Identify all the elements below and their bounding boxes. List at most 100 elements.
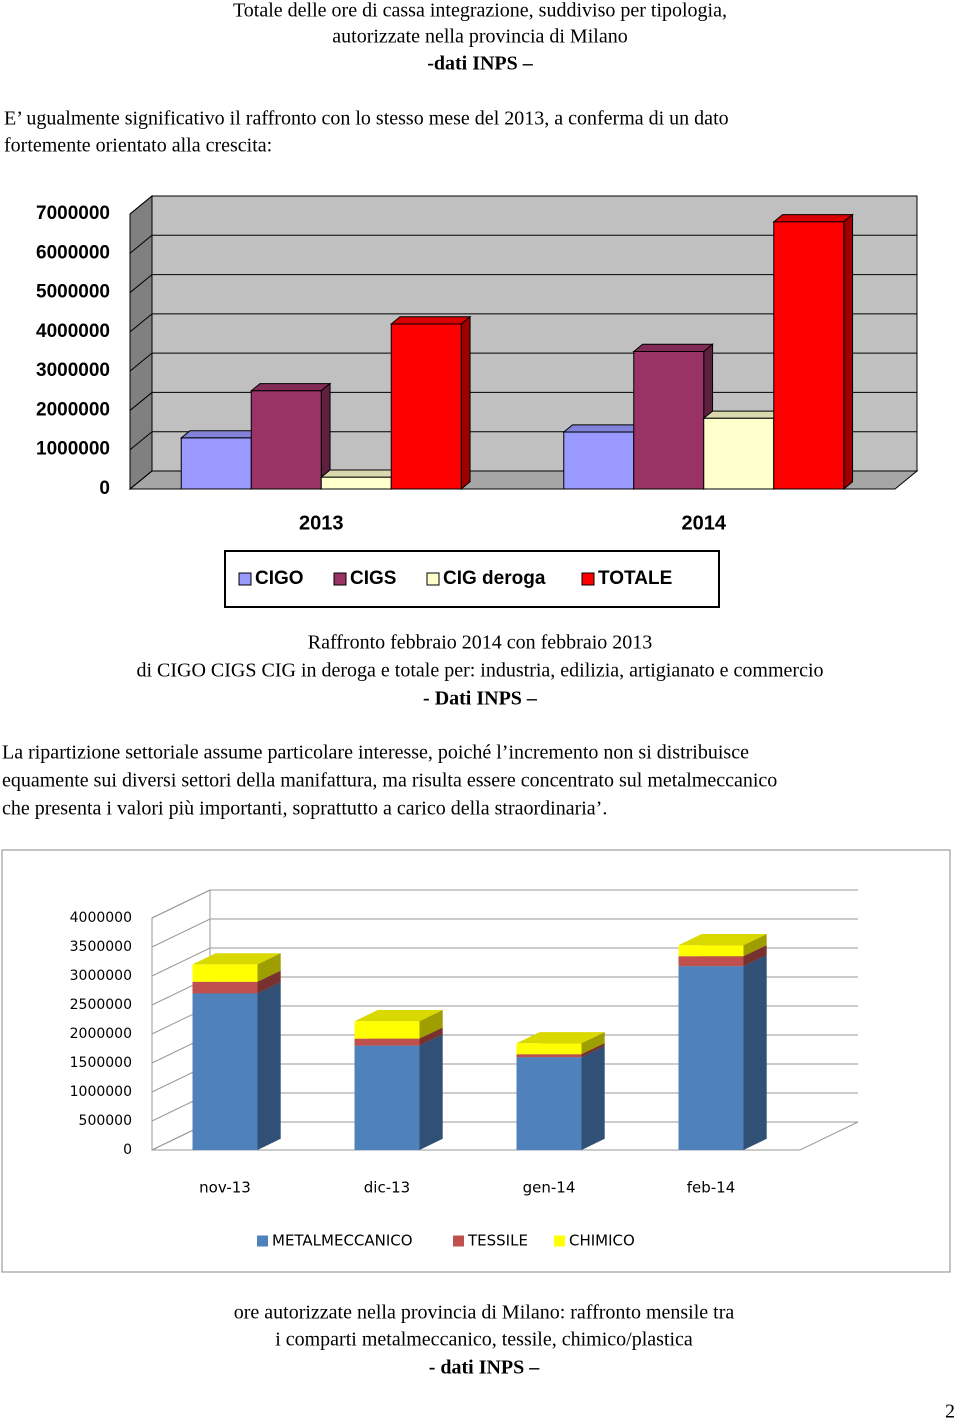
bar-segment-side	[581, 1043, 605, 1058]
bar-segment	[516, 1054, 582, 1058]
chart-frame	[1, 849, 951, 1273]
bar	[250, 390, 322, 490]
bar-top	[179, 430, 262, 439]
intro-line: E’ ugualmente significativo il raffronto…	[4, 108, 729, 130]
y-tick-label: 3000000	[36, 360, 110, 381]
bar-segment-side	[257, 982, 281, 1150]
y-tick-label: 0	[123, 1142, 132, 1158]
y-tick-label: 3500000	[70, 939, 132, 955]
bar-segment-top	[678, 934, 767, 946]
bar-segment-side	[257, 953, 281, 982]
bar	[703, 417, 775, 490]
x-tick-label: 2014	[682, 512, 727, 534]
bar-segment	[192, 993, 258, 1150]
legend-swatch	[238, 572, 252, 586]
bar-segment-side	[581, 1032, 605, 1055]
paragraph-line: La ripartizione settoriale assume partic…	[2, 742, 749, 764]
bar-segment-side	[419, 1010, 443, 1039]
bar-top	[389, 316, 472, 325]
paragraph-line: che presenta i valori più importanti, so…	[2, 798, 607, 820]
bar-top	[702, 410, 784, 419]
caption-line: i comparti metalmeccanico, tessile, chim…	[275, 1329, 693, 1351]
caption: ore autorizzate nella provincia di Milan…	[234, 1302, 735, 1379]
legend-label: METALMECCANICO	[272, 1232, 413, 1250]
legend-swatch	[581, 572, 595, 586]
bar-segment-side	[743, 945, 767, 967]
grid-line	[151, 918, 858, 948]
y-tick-label: 2500000	[70, 997, 132, 1013]
bar-segment-side	[257, 970, 281, 994]
bar-top	[772, 214, 854, 223]
grid-line	[129, 195, 917, 215]
bar-segment-top	[354, 1010, 443, 1022]
header-line: Totale delle ore di cassa integrazione, …	[233, 0, 727, 22]
intro: E’ ugualmente significativo il raffronto…	[4, 108, 729, 157]
paragraph: La ripartizione settoriale assume partic…	[2, 742, 777, 820]
legend-swatch	[453, 1235, 464, 1247]
grid-line	[129, 274, 917, 293]
grid-line	[151, 889, 858, 919]
intro-line: fortemente orientato alla crescita:	[4, 135, 272, 157]
y-tick-label: 0	[99, 478, 110, 499]
grid-line	[151, 947, 858, 977]
grid-line	[129, 313, 917, 333]
bar-segment	[678, 945, 744, 957]
y-tick-label: 4000000	[70, 910, 132, 926]
y-tick-label: 6000000	[36, 242, 110, 263]
legend-label: TOTALE	[598, 568, 672, 589]
y-tick-label: 4000000	[36, 321, 110, 342]
y-tick-label: 3000000	[70, 968, 132, 984]
bar-segment	[192, 981, 258, 994]
bar-segment	[516, 1043, 582, 1055]
bar-segment	[192, 964, 258, 982]
legend-label: CIG deroga	[443, 568, 546, 589]
y-tick-label: 2000000	[70, 1026, 132, 1042]
y-tick-label: 1000000	[70, 1084, 132, 1100]
caption-line: ore autorizzate nella provincia di Milan…	[234, 1302, 735, 1324]
bar-top	[319, 469, 402, 478]
bar	[633, 351, 705, 490]
bar-side	[460, 315, 471, 491]
bar	[773, 221, 845, 490]
bar-segment-side	[743, 934, 767, 957]
bar-segment-side	[581, 1046, 605, 1150]
header-line: autorizzate nella provincia di Milano	[332, 26, 627, 48]
bar-segment	[354, 1021, 420, 1039]
side-wall	[129, 194, 153, 491]
legend-label: CHIMICO	[569, 1232, 635, 1250]
header-line: -dati INPS –	[427, 53, 534, 75]
bar-segment-top	[192, 953, 281, 965]
caption-line: - Dati INPS –	[423, 688, 538, 710]
legend-swatch	[554, 1235, 565, 1247]
legend-swatch	[257, 1235, 268, 1247]
bar-segment	[354, 1038, 420, 1046]
bar	[563, 431, 635, 490]
caption-line: - dati INPS –	[429, 1357, 541, 1379]
page-number: 2	[945, 1401, 955, 1423]
bar-segment-side	[419, 1034, 443, 1150]
legend-swatch	[426, 572, 440, 586]
x-tick-label: 2013	[299, 512, 344, 534]
bar-segment	[516, 1057, 582, 1150]
bar-top	[562, 424, 644, 433]
y-tick-label: 7000000	[36, 203, 110, 224]
bar-side	[843, 213, 854, 491]
bar-top	[632, 343, 714, 352]
legend-box	[224, 550, 720, 608]
legend-swatch	[333, 572, 347, 586]
y-tick-label: 1500000	[70, 1055, 132, 1071]
bar-top	[249, 383, 332, 392]
bar-segment-side	[419, 1027, 443, 1046]
x-tick-label: gen-14	[523, 1179, 576, 1197]
x-tick-label: nov-13	[199, 1179, 251, 1197]
bar	[180, 437, 252, 490]
bar-segment-side	[743, 954, 767, 1150]
y-tick-label: 2000000	[36, 399, 110, 420]
caption: Raffronto febbraio 2014 con febbraio 201…	[136, 632, 823, 710]
y-tick-label: 500000	[79, 1113, 132, 1129]
legend-label: CIGO	[255, 568, 304, 589]
caption-line: Raffronto febbraio 2014 con febbraio 201…	[308, 632, 653, 654]
bar	[320, 476, 392, 490]
grid-line	[129, 234, 917, 254]
